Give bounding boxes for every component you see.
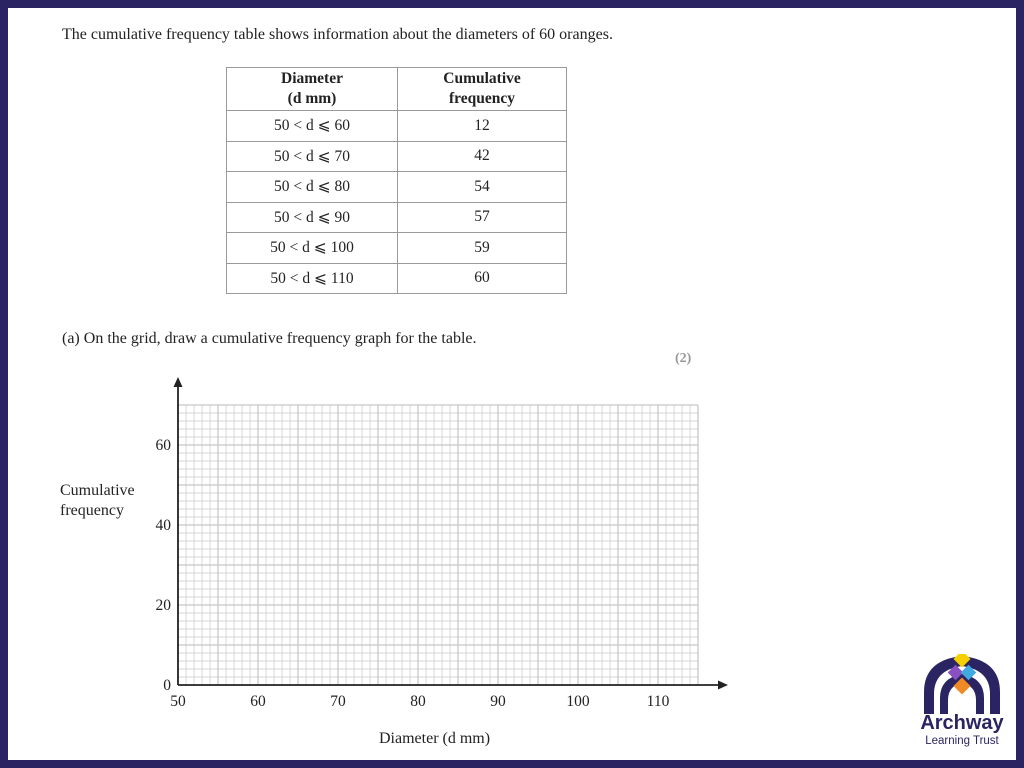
header-diameter: Diameter (d mm) bbox=[226, 67, 398, 111]
diameter-cell: 50 < d ⩽ 90 bbox=[226, 201, 398, 233]
y-axis-label-line1: Cumulative bbox=[60, 482, 135, 499]
x-axis-arrow bbox=[718, 680, 728, 690]
x-tick-label: 80 bbox=[410, 693, 426, 710]
y-axis-arrow bbox=[173, 377, 183, 387]
cf-cell: 12 bbox=[397, 110, 567, 142]
cf-cell: 59 bbox=[397, 232, 567, 264]
marks-label: (2) bbox=[675, 351, 692, 366]
x-tick-label: 60 bbox=[250, 693, 266, 710]
table-header-row: Diameter (d mm) Cumulative frequency bbox=[226, 67, 567, 111]
header-cumulative-frequency: Cumulative frequency bbox=[397, 67, 567, 111]
header-cf-line2: frequency bbox=[448, 90, 515, 107]
table-row: 50 < d ⩽ 70 42 bbox=[226, 140, 567, 172]
header-cf-line1: Cumulative bbox=[443, 70, 521, 87]
graph-tick-labels: 50 60 70 80 90 100 110 0 20 40 60 bbox=[156, 437, 670, 710]
question-a: (a) On the grid, draw a cumulative frequ… bbox=[62, 330, 477, 347]
worksheet-slide: The cumulative frequency table shows inf… bbox=[8, 8, 1016, 760]
x-tick-label: 90 bbox=[490, 693, 506, 710]
table-row: 50 < d ⩽ 100 59 bbox=[226, 232, 567, 264]
y-axis-label-line2: frequency bbox=[60, 502, 124, 519]
table-row: 50 < d ⩽ 90 57 bbox=[226, 201, 567, 233]
y-tick-label: 0 bbox=[163, 677, 171, 694]
table-row: 50 < d ⩽ 60 12 bbox=[226, 110, 567, 142]
logo-subtitle: Learning Trust bbox=[925, 735, 999, 747]
archway-logo: Archway Learning Trust bbox=[916, 650, 1008, 754]
y-tick-label: 20 bbox=[156, 597, 172, 614]
x-tick-label: 110 bbox=[647, 693, 670, 710]
archway-arch-icon bbox=[924, 650, 1000, 714]
y-tick-label: 40 bbox=[156, 517, 172, 534]
y-axis-label: Cumulative frequency bbox=[60, 481, 170, 521]
x-tick-label: 50 bbox=[170, 693, 186, 710]
header-diameter-line2: (d mm) bbox=[287, 90, 337, 107]
graph-grid bbox=[177, 404, 699, 686]
cf-cell: 60 bbox=[397, 262, 567, 294]
x-axis-label: Diameter (d mm) bbox=[379, 730, 491, 747]
cumulative-frequency-grid[interactable]: 50 60 70 80 90 100 110 0 20 40 60 bbox=[8, 8, 1016, 760]
cumulative-frequency-table: Diameter (d mm) Cumulative frequency 50 … bbox=[226, 67, 567, 294]
cf-cell: 42 bbox=[397, 140, 567, 172]
diameter-cell: 50 < d ⩽ 70 bbox=[226, 140, 398, 172]
logo-title: Archway bbox=[920, 712, 1004, 734]
header-diameter-line1: Diameter bbox=[281, 70, 343, 87]
x-tick-label: 70 bbox=[330, 693, 346, 710]
table-row: 50 < d ⩽ 110 60 bbox=[226, 262, 567, 294]
table-row: 50 < d ⩽ 80 54 bbox=[226, 171, 567, 203]
x-tick-label: 100 bbox=[566, 693, 590, 710]
diameter-cell: 50 < d ⩽ 80 bbox=[226, 171, 398, 203]
y-tick-label: 60 bbox=[156, 437, 172, 454]
intro-text: The cumulative frequency table shows inf… bbox=[62, 26, 613, 43]
diameter-cell: 50 < d ⩽ 110 bbox=[226, 262, 398, 294]
diameter-cell: 50 < d ⩽ 100 bbox=[226, 232, 398, 264]
graph-axes bbox=[173, 377, 728, 690]
